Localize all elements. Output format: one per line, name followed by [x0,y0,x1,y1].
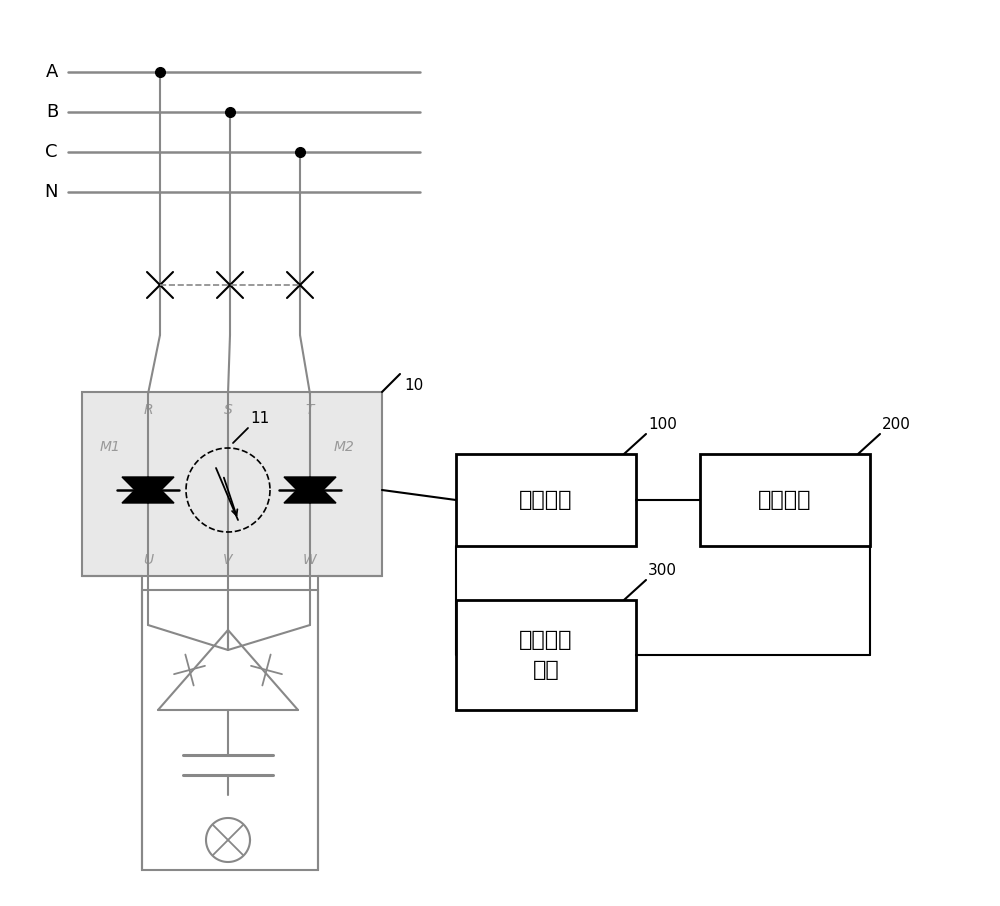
Text: 300: 300 [648,563,677,578]
Text: 状态监测
电路: 状态监测 电路 [519,631,573,680]
Text: 控制电路: 控制电路 [758,490,812,510]
Text: U: U [143,553,153,567]
Text: W: W [303,553,317,567]
Text: 10: 10 [404,378,423,393]
Text: 11: 11 [250,411,269,426]
Text: M2: M2 [334,440,354,454]
Text: A: A [46,63,58,81]
Text: M1: M1 [100,440,120,454]
Text: 200: 200 [882,417,911,432]
Text: V: V [223,553,233,567]
Bar [142,590,318,870]
Bar [456,454,636,546]
Text: 100: 100 [648,417,677,432]
Text: B: B [46,103,58,121]
Text: R: R [143,403,153,417]
Polygon shape [284,477,336,503]
Bar [700,454,870,546]
Text: 驱动电路: 驱动电路 [519,490,573,510]
Bar [82,392,382,576]
Text: S: S [224,403,232,417]
Polygon shape [122,477,174,503]
Text: N: N [44,183,58,201]
Text: C: C [46,143,58,161]
Text: T: T [306,403,314,417]
Polygon shape [284,477,336,503]
Bar [456,600,636,710]
Polygon shape [122,477,174,503]
